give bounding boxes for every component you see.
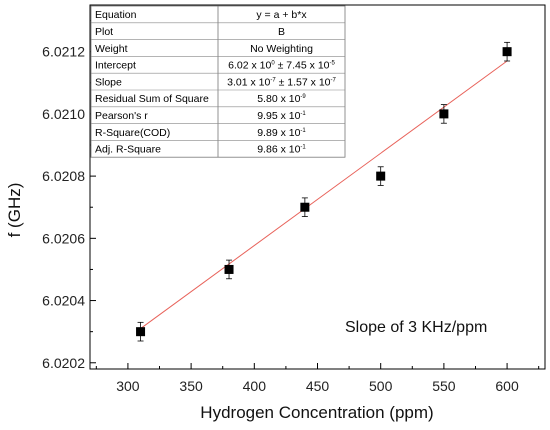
- fit-table-value-part: y = a + b*x: [256, 9, 307, 21]
- y-axis-title: f (GHz): [5, 183, 24, 238]
- fit-table-value: 9.89 x 10-1: [257, 127, 306, 139]
- data-point: [376, 166, 386, 186]
- fit-table-value: 5.80 x 10-9: [257, 93, 306, 105]
- y-tick-label: 6.0206: [42, 230, 85, 246]
- data-points: [136, 41, 512, 342]
- y-tick-label: 6.0212: [42, 44, 85, 60]
- data-point: [300, 197, 310, 217]
- y-tick-label: 6.0204: [42, 293, 85, 309]
- fit-table-value-part: 6.02 x 10: [228, 60, 271, 72]
- fit-table-value-part: 9.95 x 10: [257, 110, 300, 122]
- fit-table-exponent: -1: [300, 145, 306, 151]
- point-marker: [502, 47, 512, 57]
- x-tick-label: 350: [179, 378, 203, 394]
- fit-table-value-part: 3.01 x 10: [227, 76, 270, 88]
- x-tick-label: 450: [306, 378, 330, 394]
- fit-line: [140, 60, 508, 329]
- x-tick-label: 600: [495, 378, 519, 394]
- fit-table-value-part: ± 7.45 x 10: [275, 60, 330, 72]
- fit-table-value: y = a + b*x: [256, 9, 307, 21]
- fit-table-label: R-Square(COD): [95, 127, 170, 139]
- x-axis-title: Hydrogen Concentration (ppm): [200, 403, 433, 422]
- data-point: [136, 321, 146, 342]
- fit-table-value: 3.01 x 10-7 ± 1.57 x 10-7: [227, 76, 336, 88]
- data-point: [502, 41, 512, 62]
- fit-table-label: Residual Sum of Square: [95, 93, 209, 105]
- fit-table-value: B: [278, 26, 285, 38]
- fit-table-value-part: 5.80 x 10: [257, 93, 300, 105]
- x-tick-label: 300: [116, 378, 140, 394]
- fit-table-value: 9.86 x 10-1: [257, 144, 306, 156]
- x-tick-label: 550: [432, 378, 456, 394]
- slope-annotation: Slope of 3 KHz/ppm: [345, 319, 487, 336]
- fit-table-label: Intercept: [95, 60, 136, 72]
- fit-table-exponent: 0: [271, 61, 275, 67]
- fit-table-label: Adj. R-Square: [95, 144, 161, 156]
- point-marker: [439, 109, 449, 119]
- fit-table-exponent: -1: [300, 111, 306, 117]
- point-marker: [300, 202, 310, 212]
- y-tick-label: 6.0208: [42, 168, 85, 184]
- fit-table: Equation y = a + b*x Plot B Weight No Weighti…: [90, 5, 346, 158]
- y-tick-label: 6.0202: [42, 355, 85, 371]
- fit-table-exponent: -7: [331, 77, 337, 83]
- y-axis: 6.0202 6.0204 6.0206 6.0208 6.0210 6.0212: [42, 20, 96, 371]
- fit-table-exponent: -7: [270, 77, 276, 83]
- fit-table-exponent: -9: [300, 94, 306, 100]
- fit-table-label: Pearson's r: [95, 110, 148, 122]
- fit-table-label: Slope: [95, 76, 122, 88]
- fit-table-value-part: No Weighting: [250, 43, 313, 55]
- point-marker: [224, 264, 234, 274]
- fit-table-exponent: -5: [330, 61, 336, 67]
- point-marker: [376, 171, 386, 181]
- fit-table-value-part: B: [278, 26, 285, 38]
- data-point: [439, 104, 449, 124]
- x-tick-label: 500: [369, 378, 393, 394]
- x-axis: 300 350 400 450 500 550 600: [95, 363, 540, 394]
- fit-table-value-part: 9.86 x 10: [257, 144, 300, 156]
- fit-table-value: 6.02 x 100 ± 7.45 x 10-5: [228, 60, 335, 72]
- x-tick-label: 400: [243, 378, 267, 394]
- fit-table-label: Equation: [95, 9, 137, 21]
- data-point: [224, 259, 234, 280]
- fit-table-value-part: 9.89 x 10: [257, 127, 300, 139]
- fit-table-value-part: ± 1.57 x 10: [276, 76, 331, 88]
- fit-table-exponent: -1: [300, 128, 306, 134]
- y-tick-label: 6.0210: [42, 106, 85, 122]
- fit-table-label: Weight: [95, 43, 128, 55]
- fit-table-label: Plot: [95, 26, 113, 38]
- point-marker: [136, 327, 146, 337]
- fit-table-value: 9.95 x 10-1: [257, 110, 306, 122]
- fit-table-value: No Weighting: [250, 43, 313, 55]
